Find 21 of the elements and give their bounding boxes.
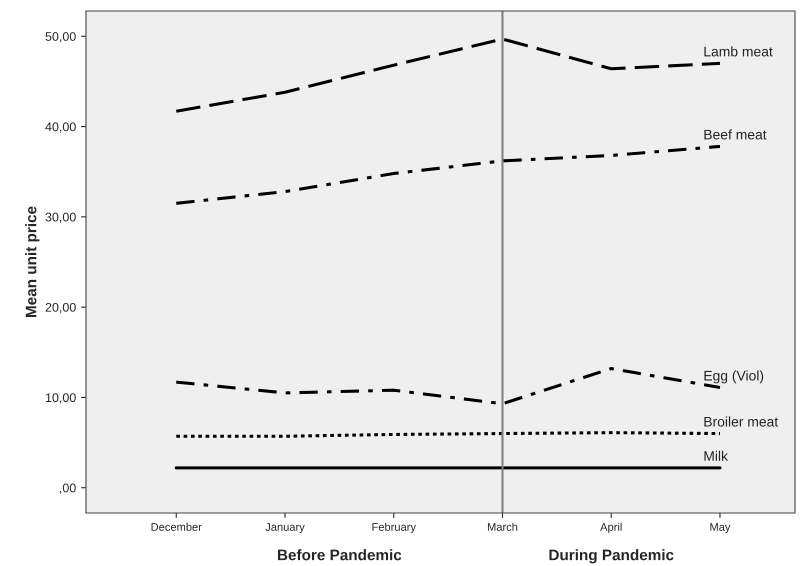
- series-label: Beef meat: [704, 129, 767, 140]
- series-label: Milk: [704, 450, 728, 461]
- y-tick-label: 40,00: [45, 122, 76, 133]
- y-axis-title: Mean unit price: [25, 206, 40, 317]
- text: Before Pandemic: [278, 549, 402, 560]
- series-label: Lamb meat: [704, 46, 773, 56]
- x-tick-label: May: [710, 523, 730, 534]
- x-tick-label: March: [488, 522, 518, 531]
- x-tick-label: January: [265, 523, 305, 534]
- y-tick-label: ,00: [60, 484, 76, 494]
- series-label: Egg (Viol): [704, 370, 764, 384]
- y-tick-label: 10,00: [46, 393, 76, 404]
- x-tick-label: April: [600, 522, 622, 534]
- line-series: [174, 144, 722, 205]
- x-tick-label: December: [152, 522, 202, 531]
- text: During Pandemic: [549, 549, 674, 564]
- x-tick-label: February: [372, 522, 416, 534]
- y-tick-label: 20,00: [46, 302, 76, 314]
- y-tick-label: 30,00: [45, 212, 76, 223]
- y-tick-label: 50,00: [46, 32, 76, 42]
- series-label: Broiler meat: [704, 416, 778, 427]
